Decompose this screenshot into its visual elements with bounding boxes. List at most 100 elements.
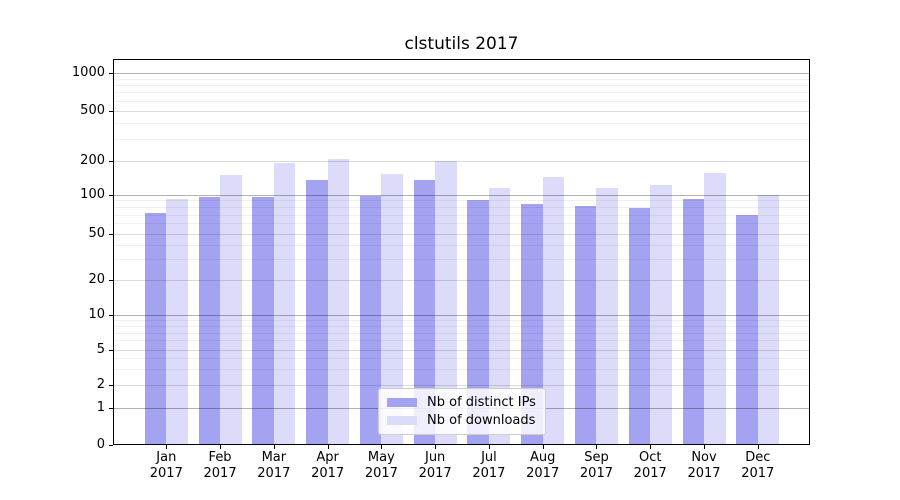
x-tick-oct: [650, 445, 652, 449]
bar-downloads-may: [381, 174, 403, 444]
legend-item-distinct-ips: Nb of distinct IPs: [387, 395, 537, 410]
x-tick-jul: [488, 445, 490, 449]
bar-distinct-ips-oct: [628, 207, 651, 444]
y-tick-1000: [109, 73, 113, 74]
gridline-minor-9: [113, 320, 810, 322]
gridline-minor-400: [113, 122, 810, 124]
y-tick-label-20: 20: [88, 272, 105, 287]
gridline-minor-90: [113, 200, 810, 202]
legend-swatch-distinct-ips: [387, 398, 417, 407]
gridline-10: [113, 315, 810, 316]
x-tick-jun: [435, 445, 437, 449]
bar-downloads-dec: [757, 194, 780, 444]
x-tick-may: [381, 445, 383, 449]
gridline-minor-7: [113, 332, 810, 334]
x-tick-label-jun: Jun 2017: [418, 450, 452, 481]
legend-label-distinct-ips: Nb of distinct IPs: [427, 395, 536, 410]
y-tick-1: [109, 408, 113, 409]
gridline-minor-40: [113, 244, 810, 246]
gridline-minor-800: [113, 85, 810, 87]
gridline-minor-600: [113, 100, 810, 102]
gridline-2: [113, 385, 810, 386]
bar-downloads-feb: [220, 174, 242, 444]
x-tick-feb: [220, 445, 222, 449]
x-tick-sep: [596, 445, 598, 449]
gridline-500: [113, 110, 810, 112]
gridline-minor-3: [113, 369, 810, 371]
gridline-1000: [113, 73, 810, 74]
legend-label-downloads: Nb of downloads: [427, 413, 536, 428]
gridline-100: [113, 194, 810, 196]
y-tick-5: [109, 349, 113, 351]
gridline-minor-900: [113, 78, 810, 80]
x-tick-aug: [542, 445, 544, 449]
y-tick-label-2: 2: [96, 377, 105, 392]
bar-downloads-jul: [488, 188, 511, 444]
gridline-minor-60: [113, 223, 810, 225]
bar-distinct-ips-aug: [521, 203, 543, 444]
y-tick-50: [109, 233, 113, 235]
bar-downloads-apr: [327, 159, 350, 444]
bar-distinct-ips-feb: [198, 196, 221, 444]
x-tick-jan: [166, 445, 168, 449]
bar-distinct-ips-jun: [413, 180, 436, 444]
y-tick-label-500: 500: [80, 102, 105, 118]
bar-downloads-nov: [704, 172, 726, 444]
x-tick-apr: [327, 445, 329, 449]
y-tick-label-10: 10: [88, 307, 105, 322]
bar-downloads-jun: [435, 160, 457, 444]
y-tick-0: [109, 444, 113, 446]
bar-downloads-mar: [273, 163, 296, 444]
gridline-minor-4: [113, 358, 810, 360]
gridline-20: [113, 280, 810, 281]
x-tick-label-aug: Aug 2017: [526, 450, 560, 481]
chart-title: clstutils 2017: [404, 34, 519, 54]
y-tick-label-1: 1: [96, 400, 105, 415]
x-tick-label-dec: Dec 2017: [741, 450, 775, 481]
gridline-minor-300: [113, 138, 810, 140]
y-tick-500: [109, 110, 113, 112]
bar-downloads-jan: [166, 199, 188, 444]
bar-distinct-ips-mar: [252, 196, 274, 444]
bar-distinct-ips-nov: [682, 198, 704, 444]
bar-downloads-sep: [596, 188, 618, 444]
x-tick-label-mar: Mar 2017: [257, 450, 291, 481]
y-tick-label-5: 5: [96, 341, 105, 357]
y-tick-label-200: 200: [80, 153, 105, 168]
gridline-minor-6: [113, 340, 810, 342]
gridline-minor-8: [113, 326, 810, 328]
x-tick-label-jan: Jan 2017: [149, 450, 183, 481]
bar-distinct-ips-dec: [736, 214, 758, 444]
x-tick-label-may: May 2017: [364, 450, 398, 481]
bar-downloads-aug: [542, 176, 565, 444]
legend: Nb of distinct IPs Nb of downloads: [378, 388, 546, 435]
y-tick-label-1000: 1000: [71, 65, 105, 80]
y-tick-10: [109, 315, 113, 316]
gridline-minor-80: [113, 207, 810, 209]
gridline-200: [113, 161, 810, 162]
bar-downloads-oct: [650, 184, 672, 444]
x-tick-label-sep: Sep 2017: [579, 450, 613, 481]
x-tick-label-feb: Feb 2017: [203, 450, 237, 481]
x-tick-mar: [273, 445, 275, 449]
x-tick-label-oct: Oct 2017: [633, 450, 667, 481]
legend-item-downloads: Nb of downloads: [387, 413, 537, 428]
y-tick-label-0: 0: [96, 436, 105, 452]
x-tick-nov: [704, 445, 705, 449]
y-tick-2: [109, 385, 113, 386]
y-tick-200: [109, 161, 113, 162]
bar-distinct-ips-may: [359, 195, 382, 444]
bar-distinct-ips-sep: [574, 206, 597, 444]
legend-swatch-downloads: [387, 416, 417, 425]
bar-distinct-ips-jul: [467, 200, 489, 444]
bar-distinct-ips-jan: [144, 212, 167, 444]
gridline-minor-700: [113, 92, 810, 94]
y-tick-20: [109, 280, 113, 281]
x-tick-label-apr: Apr 2017: [311, 450, 345, 481]
gridline-5: [113, 349, 810, 351]
bar-distinct-ips-apr: [306, 180, 328, 444]
x-tick-label-jul: Jul 2017: [472, 450, 506, 481]
gridline-50: [113, 233, 810, 235]
gridline-minor-70: [113, 214, 810, 216]
